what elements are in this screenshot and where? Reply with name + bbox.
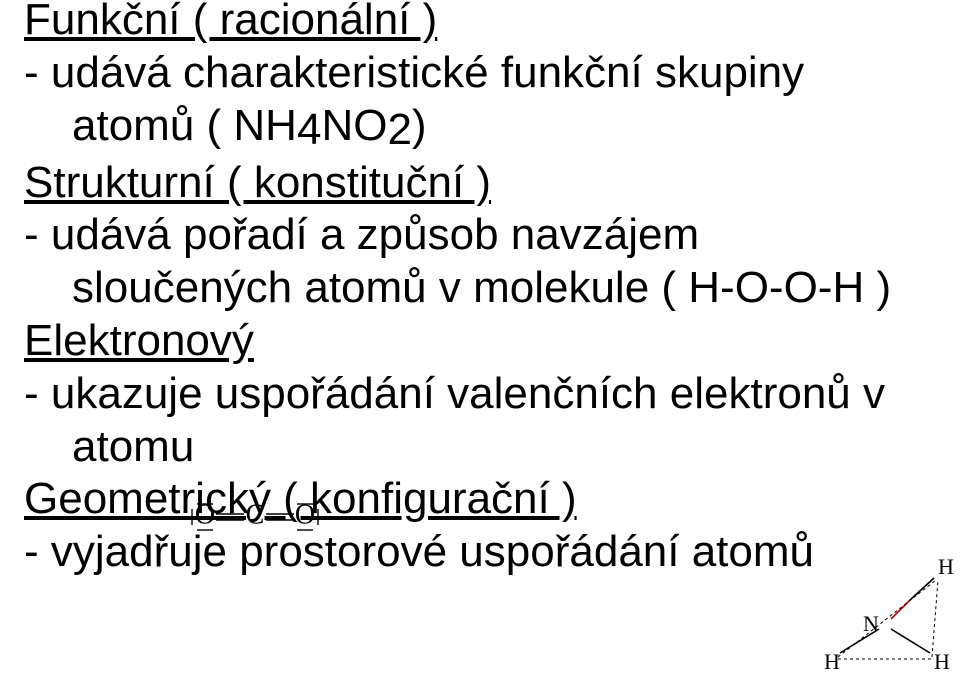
strukturni-cont: sloučených atomů v molekule ( H-O-O-H ) [72,263,891,312]
heading-elektronovy: Elektronový [24,316,254,365]
bullet-elektronovy: ukazuje uspořádání valenčních elektronů … [51,369,885,418]
funkcni-mid: NO [321,101,387,150]
bullet-strukturni-dash: - [24,210,51,259]
svg-text:H: H [934,649,950,673]
bullet-geometricky-dash: - [24,527,51,576]
bullet-elektronovy-dash: - [24,369,51,418]
heading-strukturni: Strukturní ( konstituční ) [24,158,491,207]
heading-funkcni: Funkční ( racionální ) [24,0,437,44]
funkcni-cont-2: ) [412,101,427,150]
slide: Funkční ( racionální ) - udává charakter… [0,0,960,673]
bullet-strukturni: udává pořadí a způsob navzájem [51,210,699,259]
elektronovy-cont: atomu [72,422,194,471]
bullet-funkcni: udává charakteristické funkční skupiny [51,48,804,97]
svg-text:H: H [824,649,840,673]
bullet-funkcni-dash: - [24,48,51,97]
svg-text:H: H [938,555,954,579]
heading-geometricky: Geometrický ( konfigurační ) [24,474,577,523]
funkcni-sub2: 2 [387,105,411,154]
bullet-geometricky: vyjadřuje prostorové uspořádání atomů [51,527,814,576]
funkcni-sub1: 4 [297,105,321,154]
funkcni-cont-1: atomů ( NH [72,101,297,150]
svg-text:N: N [863,611,879,636]
